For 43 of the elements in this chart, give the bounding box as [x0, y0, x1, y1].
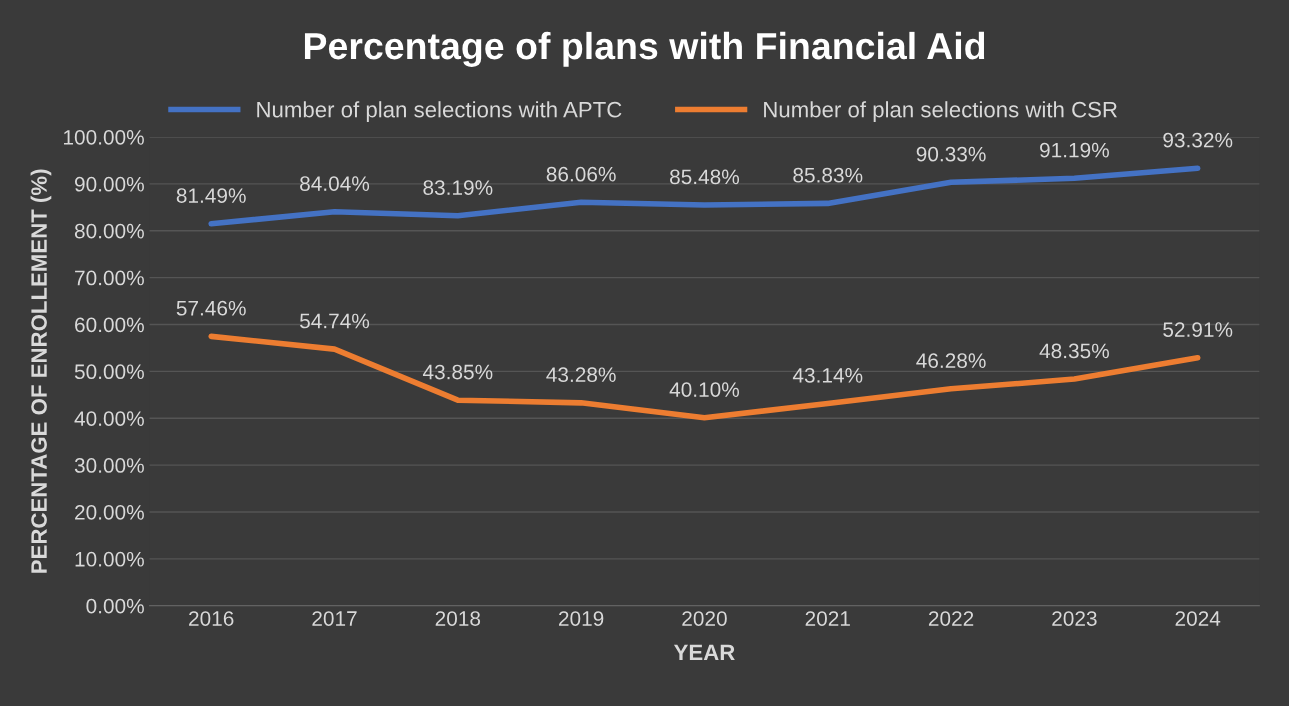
- x-tick-label: 2018: [435, 611, 481, 626]
- y-tick-label: 80.00%: [74, 223, 144, 239]
- data-label: 85.48%: [670, 169, 740, 185]
- data-label: 90.33%: [916, 146, 986, 162]
- y-tick-label: 30.00%: [74, 458, 144, 473]
- data-label: 84.04%: [300, 176, 370, 191]
- y-tick-label: 70.00%: [75, 270, 144, 286]
- x-axis-title: YEAR: [673, 644, 735, 661]
- legend-label: Number of plan selections with CSR: [764, 101, 1117, 122]
- y-tick-label: 100.00%: [64, 129, 144, 145]
- data-label: 86.06%: [546, 166, 616, 182]
- x-tick-label: 2022: [928, 611, 974, 626]
- data-label: 91.19%: [1040, 142, 1109, 158]
- x-tick-label: 2023: [1052, 611, 1097, 626]
- data-label: 48.35%: [1039, 343, 1109, 359]
- data-label: 83.19%: [423, 180, 493, 195]
- x-tick-label: 2021: [805, 611, 850, 626]
- y-tick-label: 40.00%: [74, 411, 144, 426]
- y-tick-label: 10.00%: [75, 551, 144, 567]
- y-tick-label: 20.00%: [75, 504, 144, 520]
- data-label: 85.83%: [793, 167, 863, 183]
- x-tick-label: 2016: [189, 611, 234, 626]
- x-tick-label: 2020: [682, 611, 727, 626]
- data-label: 46.28%: [916, 353, 986, 369]
- data-label: 43.28%: [546, 367, 616, 383]
- data-label: 52.91%: [1163, 322, 1233, 337]
- data-label: 81.49%: [176, 188, 246, 203]
- data-label: 40.10%: [669, 382, 740, 397]
- x-tick-label: 2019: [559, 611, 604, 626]
- y-tick-label: 50.00%: [74, 364, 144, 380]
- legend-label: Number of plan selections with APTC: [257, 101, 622, 122]
- y-tick-label: 0.00%: [86, 598, 144, 614]
- chart-title: Percentage of plans with Financial Aid: [304, 31, 985, 67]
- y-tick-label: 90.00%: [74, 176, 144, 192]
- data-label: 57.46%: [176, 300, 246, 316]
- y-axis-title: PERCENTAGE OF ENROLLEMENT (%): [30, 169, 52, 573]
- data-label: 93.32%: [1163, 132, 1233, 148]
- data-label: 43.14%: [792, 367, 863, 383]
- x-tick-label: 2024: [1175, 611, 1221, 626]
- y-tick-label: 60.00%: [75, 317, 144, 333]
- data-label: 43.85%: [422, 364, 493, 380]
- x-tick-label: 2017: [312, 611, 357, 626]
- data-label: 54.74%: [300, 313, 370, 329]
